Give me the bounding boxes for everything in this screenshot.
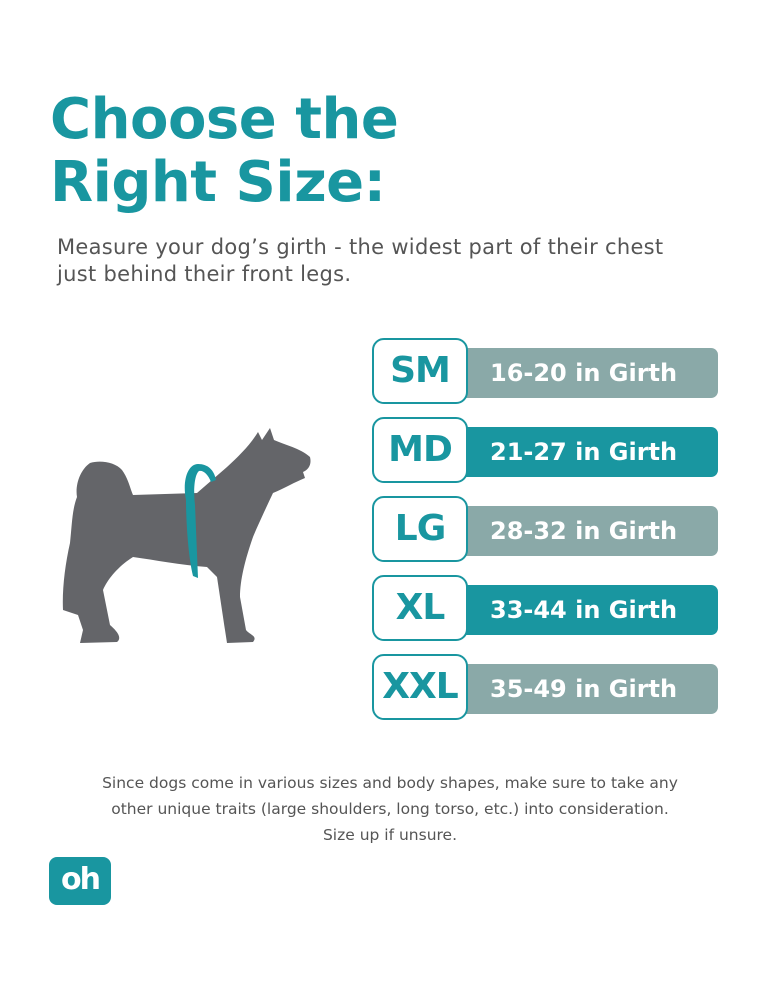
page-title: Choose the Right Size:	[50, 87, 399, 215]
girth-range: 21-27 in Girth	[442, 427, 718, 477]
harness-band-icon	[184, 464, 216, 578]
subtitle: Measure your dog’s girth - the widest pa…	[57, 235, 664, 286]
size-badge: LG	[372, 496, 468, 562]
size-badge: MD	[372, 417, 468, 483]
note-line: Since dogs come in various sizes and bod…	[102, 774, 678, 792]
girth-range: 33-44 in Girth	[442, 585, 718, 635]
size-row-sm: 16-20 in Girth SM	[372, 338, 718, 404]
girth-range: 35-49 in Girth	[442, 664, 718, 714]
size-badge: SM	[372, 338, 468, 404]
girth-range: 16-20 in Girth	[442, 348, 718, 398]
title-line-1: Choose the	[50, 87, 399, 152]
note-line: other unique traits (large shoulders, lo…	[111, 800, 669, 818]
size-row-xxl: 35-49 in Girth XXL	[372, 654, 718, 720]
sizing-note: Since dogs come in various sizes and bod…	[40, 770, 740, 848]
girth-range: 28-32 in Girth	[442, 506, 718, 556]
note-line: Size up if unsure.	[322, 826, 458, 844]
dog-silhouette	[62, 428, 311, 643]
size-badge: XL	[372, 575, 468, 641]
size-row-lg: 28-32 in Girth LG	[372, 496, 718, 562]
size-row-md: 21-27 in Girth MD	[372, 417, 718, 483]
title-line-2: Right Size:	[50, 150, 386, 215]
brand-logo: oh	[49, 857, 111, 905]
size-badge: XXL	[372, 654, 468, 720]
size-row-xl: 33-44 in Girth XL	[372, 575, 718, 641]
